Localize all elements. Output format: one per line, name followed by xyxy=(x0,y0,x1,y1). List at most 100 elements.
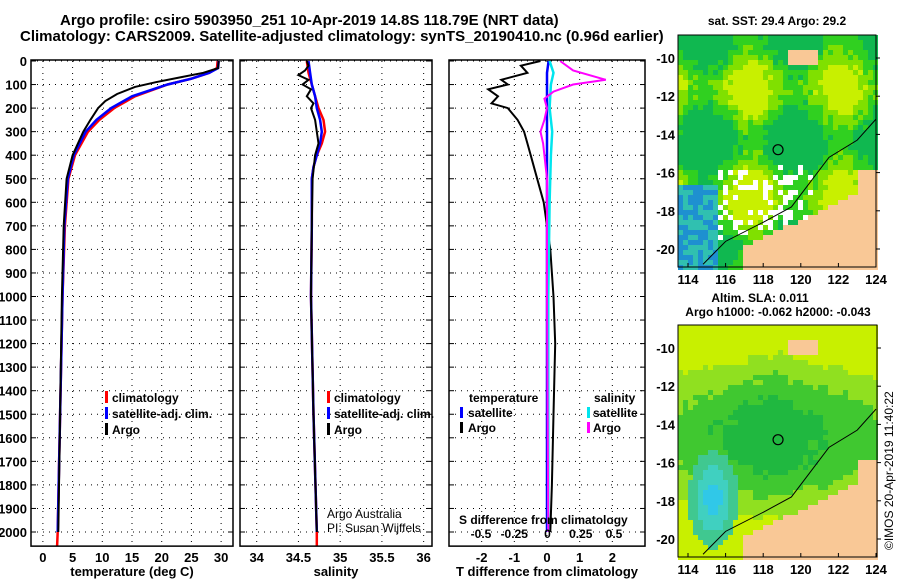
map-cell xyxy=(768,355,773,360)
map-cell xyxy=(833,145,838,150)
map-cell xyxy=(688,185,693,190)
map-cell xyxy=(688,150,693,155)
map-cell xyxy=(798,65,803,70)
map-cell xyxy=(693,525,698,530)
map-cell xyxy=(753,510,758,515)
map-cell xyxy=(763,40,768,45)
map-cell xyxy=(823,410,828,415)
map-cell xyxy=(838,430,843,435)
map-cell xyxy=(753,440,758,445)
map-cell xyxy=(828,335,833,340)
map-cell xyxy=(733,520,738,525)
map-cell xyxy=(788,60,793,65)
map-cell xyxy=(823,120,828,125)
map-cell xyxy=(773,535,778,540)
map-cell xyxy=(818,220,823,225)
map-cell xyxy=(823,130,828,135)
map-cell xyxy=(868,385,873,390)
map-cell xyxy=(858,405,863,410)
map-cell xyxy=(718,495,723,500)
map-cell xyxy=(818,355,823,360)
map-cell xyxy=(843,495,848,500)
map-cell xyxy=(773,45,778,50)
map-cell xyxy=(863,40,868,45)
map-cell xyxy=(758,120,763,125)
map-cell xyxy=(733,435,738,440)
map-cell xyxy=(723,70,728,75)
map-cell xyxy=(758,495,763,500)
map-cell xyxy=(828,55,833,60)
map-cell xyxy=(778,95,783,100)
map-cell xyxy=(863,130,868,135)
map-cell xyxy=(838,140,843,145)
map-cell xyxy=(798,195,803,200)
map-cell xyxy=(858,390,863,395)
map-cell xyxy=(728,345,733,350)
map-cell xyxy=(778,205,783,210)
map-cell xyxy=(833,260,838,265)
map-cell xyxy=(728,120,733,125)
map-cell xyxy=(693,165,698,170)
map-cell xyxy=(873,330,878,335)
map-cell xyxy=(778,530,783,535)
series-line-climatology xyxy=(55,60,219,547)
map-cell xyxy=(778,425,783,430)
map-cell xyxy=(853,185,858,190)
map-cell xyxy=(693,425,698,430)
map-cell xyxy=(728,230,733,235)
map-cell xyxy=(768,140,773,145)
map-cell xyxy=(718,445,723,450)
map-cell xyxy=(698,190,703,195)
map-cell xyxy=(763,255,768,260)
map-cell xyxy=(713,215,718,220)
map-cell xyxy=(803,325,808,330)
map-cell xyxy=(868,395,873,400)
map-cell xyxy=(718,105,723,110)
map-cell xyxy=(853,105,858,110)
map-cell xyxy=(723,170,728,175)
map-cell xyxy=(758,455,763,460)
map-cell xyxy=(833,115,838,120)
map-cell xyxy=(773,385,778,390)
series-line-argo xyxy=(296,60,320,533)
map-cell xyxy=(778,130,783,135)
map-cell xyxy=(828,85,833,90)
map-cell xyxy=(738,520,743,525)
map-cell xyxy=(808,125,813,130)
map-cell xyxy=(693,180,698,185)
map-cell xyxy=(823,420,828,425)
map-cell xyxy=(723,480,728,485)
map-cell xyxy=(778,225,783,230)
map-cell xyxy=(698,105,703,110)
map-cell xyxy=(683,495,688,500)
map-cell xyxy=(758,530,763,535)
map-cell xyxy=(798,45,803,50)
map-cell xyxy=(773,480,778,485)
map-cell xyxy=(778,110,783,115)
map-cell xyxy=(703,530,708,535)
map-cell xyxy=(833,250,838,255)
map-cell xyxy=(733,60,738,65)
map-cell xyxy=(748,510,753,515)
map-cell xyxy=(798,485,803,490)
map-cell xyxy=(768,480,773,485)
map-cell xyxy=(713,545,718,550)
map-cell xyxy=(873,450,878,455)
map-cell xyxy=(853,540,858,545)
map-cell xyxy=(823,485,828,490)
map-cell xyxy=(743,130,748,135)
map-cell xyxy=(703,355,708,360)
map-cell xyxy=(763,435,768,440)
map-cell xyxy=(763,530,768,535)
map-cell xyxy=(788,245,793,250)
map-cell xyxy=(748,490,753,495)
map-cell xyxy=(763,505,768,510)
map-cell xyxy=(798,135,803,140)
map-cell xyxy=(718,150,723,155)
map-cell xyxy=(753,435,758,440)
map-cell xyxy=(753,35,758,40)
map-cell xyxy=(828,345,833,350)
map-cell xyxy=(793,455,798,460)
map-cell xyxy=(688,430,693,435)
map-cell xyxy=(863,515,868,520)
